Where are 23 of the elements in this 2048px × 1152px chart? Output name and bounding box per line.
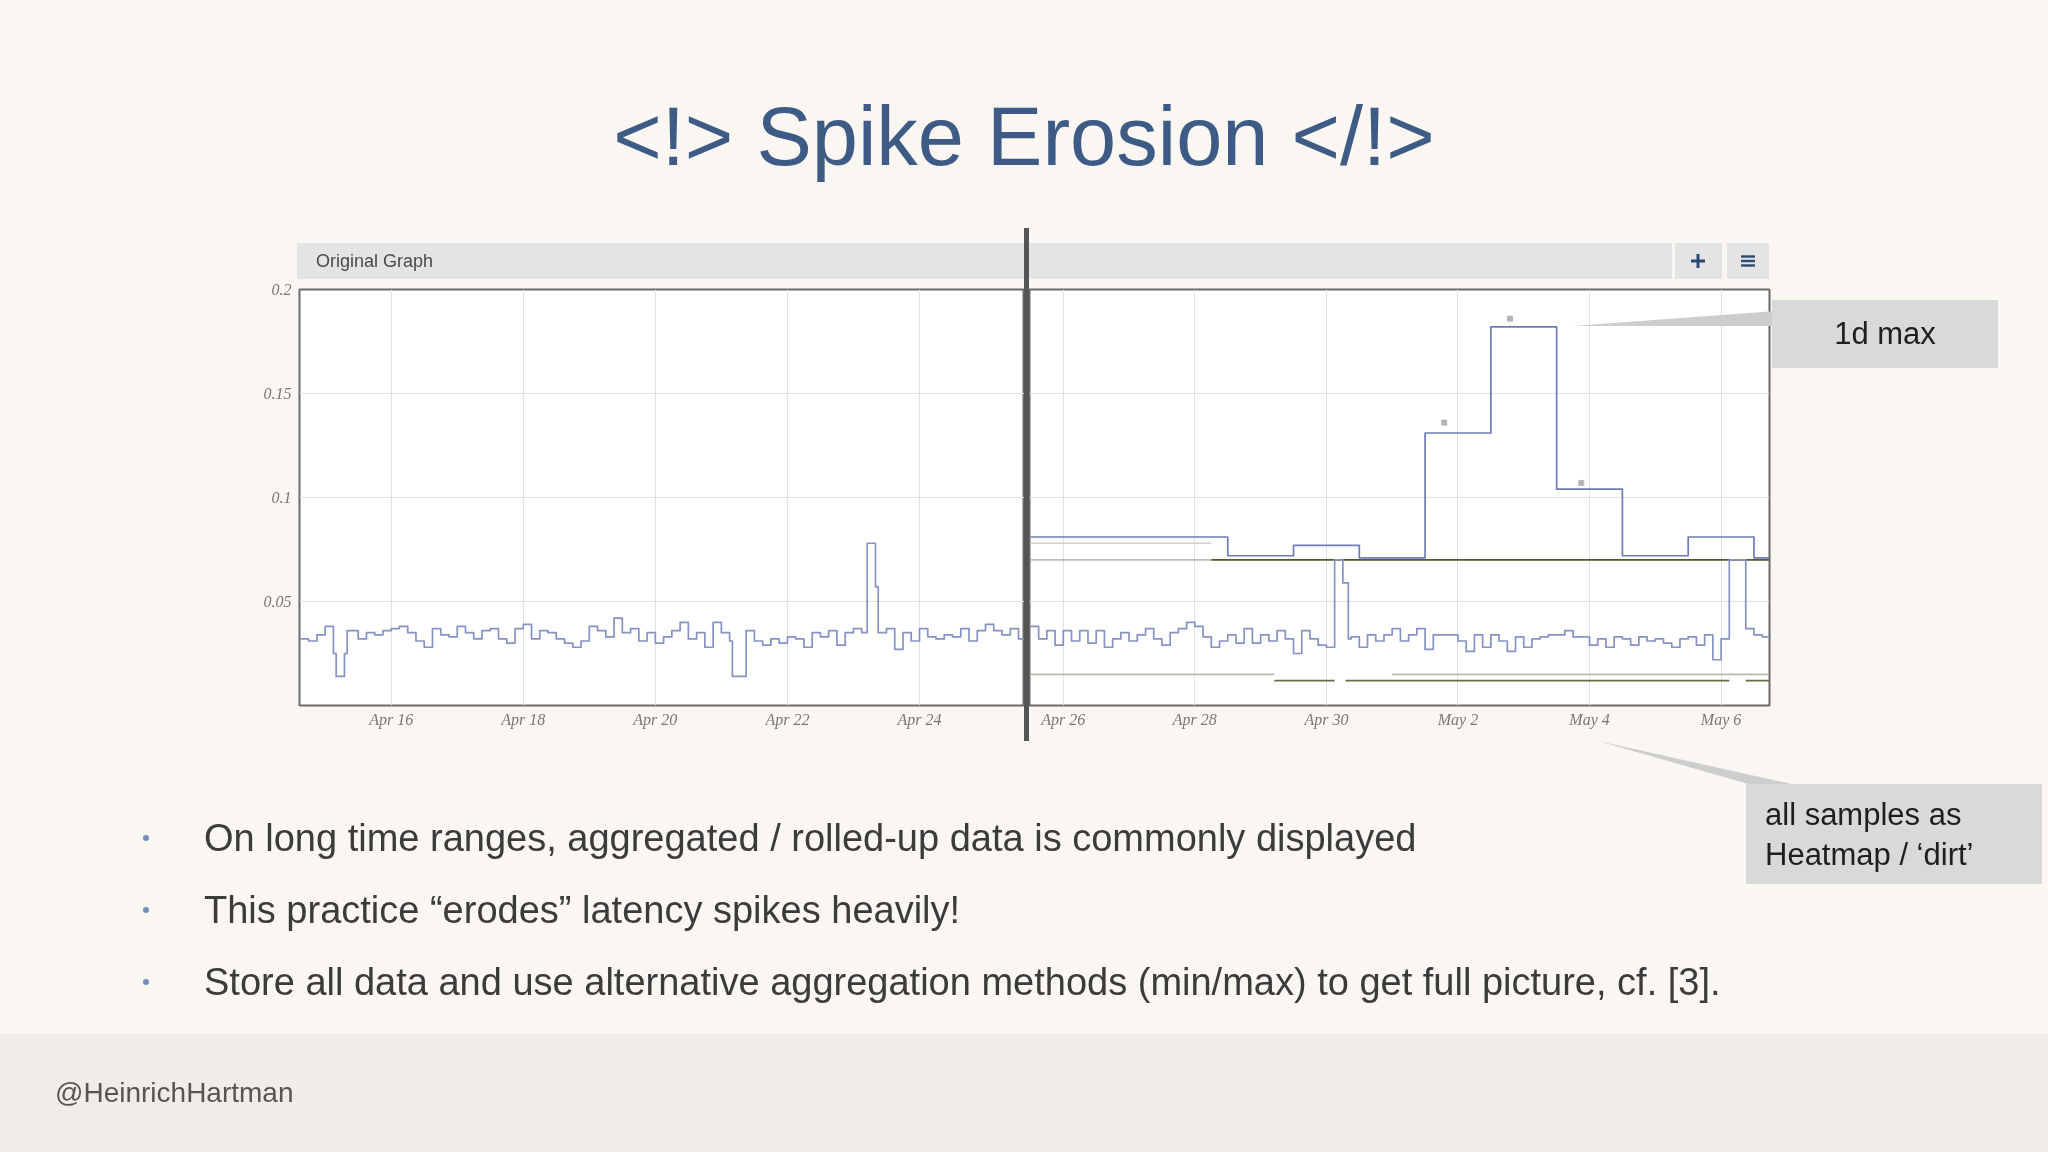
x-tick-label: May 4 xyxy=(1568,710,1610,729)
x-tick-label: Apr 26 xyxy=(1040,710,1086,729)
y-tick-label: 0.1 xyxy=(271,489,292,506)
x-tick-label: Apr 30 xyxy=(1303,710,1349,729)
x-tick-label: Apr 16 xyxy=(368,710,414,729)
chart-subtitle: Original Graph xyxy=(316,250,434,273)
x-tick-label: Apr 20 xyxy=(632,710,678,729)
y-tick-label: 0.05 xyxy=(263,593,292,610)
text: Store all data and use alternative aggregation methods (min/max) to get full picture, cf. [3]. xyxy=(204,960,1721,1004)
y-tick-label: 0.15 xyxy=(263,385,292,402)
y-tick-label: 0.2 xyxy=(271,281,292,298)
chart-title: <!> Spike Erosion </!> xyxy=(612,90,1436,183)
text: On long time ranges, aggregated / rolled-up data is commonly displayed xyxy=(204,816,1417,860)
x-tick-label: Apr 24 xyxy=(896,710,942,729)
x-tick-label: May 2 xyxy=(1436,710,1479,729)
text: @HeinrichHartman xyxy=(55,1076,294,1110)
text: This practice “erodes” latency spikes heavily! xyxy=(204,888,961,932)
x-tick-label: Apr 22 xyxy=(764,710,810,729)
x-tick-label: May 6 xyxy=(1699,710,1742,729)
text: all samples as Heatmap / ‘dirt’ xyxy=(1746,784,2042,884)
text: 1d max xyxy=(1772,300,1998,368)
x-tick-label: Apr 28 xyxy=(1171,710,1217,729)
x-tick-label: Apr 18 xyxy=(500,710,546,729)
